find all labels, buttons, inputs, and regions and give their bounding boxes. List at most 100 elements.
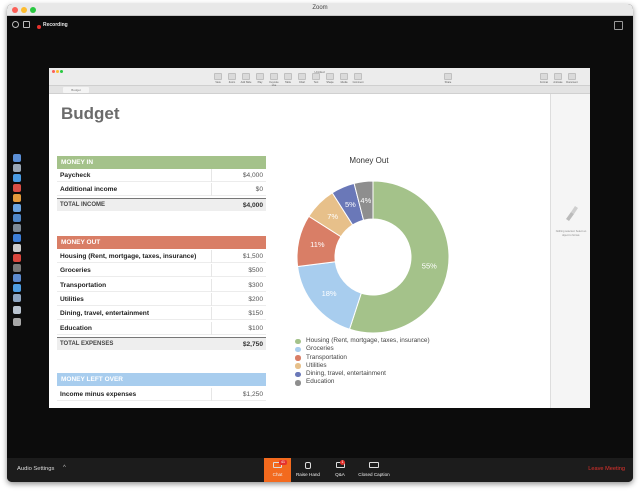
toolbar-button[interactable] [214,73,222,80]
toolbar-button[interactable] [444,73,452,80]
fullscreen-icon[interactable] [614,21,623,30]
closed-caption-button[interactable]: Closed Caption [353,458,395,482]
toolbar-button[interactable] [554,73,562,80]
row-value: $4,000 [242,172,263,179]
row-label: Additional income [60,186,118,193]
toolbar-button-label: Format [540,81,548,84]
column-divider [211,250,212,263]
app-icon[interactable] [13,284,21,292]
folder-icon[interactable] [13,306,21,314]
window-title: Zoom [312,5,328,11]
toolbar-button-label: Comment [352,81,364,84]
title-bar: Zoom [7,4,633,16]
column-divider [211,307,212,320]
app-icon[interactable] [13,294,21,302]
audio-settings-button[interactable]: Audio Settings [17,466,55,472]
table-row: Education $100 [57,322,266,335]
toolbar-button[interactable] [540,73,548,80]
chat-button[interactable]: 41 Chat [264,458,291,482]
row-value: $1,500 [242,253,263,260]
toolbar-button[interactable] [256,73,264,80]
app-icon[interactable] [13,244,21,252]
toolbar-button[interactable] [312,73,320,80]
slice-value-label: 7% [327,212,338,221]
toolbar-button-label: Animate [553,81,563,84]
money-in-header: MONEY IN [57,156,266,169]
chat-icon [273,462,282,468]
slice-value-label: 4% [360,196,371,205]
hand-icon [305,462,311,469]
row-label: TOTAL INCOME [60,202,105,208]
trash-icon[interactable] [13,318,21,326]
toolbar-button-label: Document [566,81,578,84]
raise-hand-button[interactable]: Raise Hand [291,458,325,482]
toolbar-button[interactable] [228,73,236,80]
app-icon[interactable] [13,224,21,232]
toolbar-button[interactable] [340,73,348,80]
column-divider [211,279,212,292]
total-income-row: TOTAL INCOME $4,000 [57,198,266,211]
legend-item: Dining, travel, entertainment [295,370,505,378]
close-window-button[interactable] [12,7,18,13]
finder-icon[interactable] [13,154,21,162]
tab-budget[interactable]: Budget [63,87,89,93]
toolbar-button[interactable] [270,73,278,80]
zoom-app-icon[interactable] [13,234,21,242]
chevron-up-icon[interactable]: ^ [63,465,66,471]
toolbar-button-label: Keynote Live [269,81,279,87]
legend-swatch [295,371,301,378]
total-expenses-row: TOTAL EXPENSES $2,750 [57,337,266,350]
sidebar-hint: Nothing selected. Select an object to fo… [555,230,587,237]
app-icon[interactable] [13,194,21,202]
slice-value-label: 11% [310,240,325,249]
toolbar-button[interactable] [326,73,334,80]
toolbar-button[interactable] [298,73,306,80]
maximize-window-button[interactable] [30,7,36,13]
chart-title: Money Out [349,156,389,165]
info-icon[interactable] [12,21,19,28]
minimize-window-button[interactable] [21,7,27,13]
table-row: Utilities $200 [57,293,266,306]
keynote-close-button[interactable] [52,70,55,73]
toolbar-button[interactable] [568,73,576,80]
cc-icon [369,462,379,468]
toolbar-button-label: View [215,81,221,84]
keynote-tab-bar: Budget [49,86,590,94]
row-label: Paycheck [60,172,91,179]
money-out-header: MONEY OUT [57,236,266,249]
leave-meeting-button[interactable]: Leave Meeting [588,466,625,472]
raise-hand-label: Raise Hand [295,472,320,477]
toolbar-button[interactable] [284,73,292,80]
slide-canvas: Budget MONEY IN Paycheck $4,000 Addition… [49,94,550,408]
row-value: $100 [248,325,263,332]
legend-swatch [295,346,301,353]
app-icon[interactable] [13,264,21,272]
zoom-window: Zoom Recording Untitled View Zoom [7,4,633,482]
legend-swatch [295,363,301,369]
qa-button[interactable]: 1 Q&A [327,458,353,482]
row-label: Utilities [60,296,84,303]
toolbar-button-label: Add Slide [240,81,252,84]
calendar-icon[interactable] [13,184,21,192]
keynote-icon[interactable] [13,214,21,222]
keynote-maximize-button[interactable] [60,70,63,73]
legend-item: Transportation [295,354,505,362]
mac-dock [12,154,22,334]
acrobat-icon[interactable] [13,254,21,262]
row-label: Income minus expenses [60,391,137,398]
keynote-minimize-button[interactable] [56,70,59,73]
table-row: Additional income $0 [57,183,266,196]
legend-label: Utilities [306,361,327,369]
toolbar-button[interactable] [354,73,362,80]
table-row: Groceries $500 [57,264,266,277]
mail-icon[interactable] [13,204,21,212]
launchpad-icon[interactable] [13,164,21,172]
safari-icon[interactable] [13,174,21,182]
chat-label: Chat [272,472,283,477]
toolbar-button[interactable] [242,73,250,80]
app-icon[interactable] [13,274,21,282]
legend-swatch [295,355,301,361]
closed-caption-label: Closed Caption [358,472,390,477]
table-row: Paycheck $4,000 [57,169,266,182]
lock-icon[interactable] [23,21,30,28]
